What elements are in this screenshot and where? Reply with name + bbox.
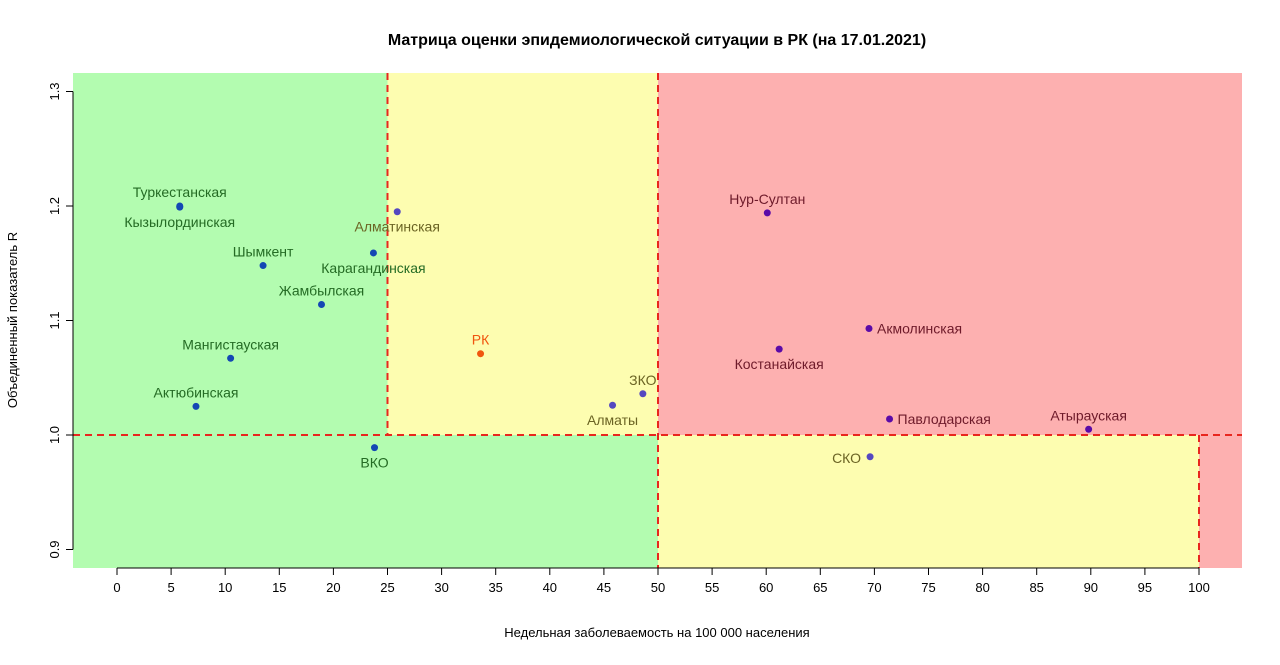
x-tick-label: 60 xyxy=(759,580,773,595)
data-point xyxy=(609,401,617,409)
zone-yellow-top xyxy=(387,73,658,435)
data-point xyxy=(477,350,485,358)
data-point-label: Мангистауская xyxy=(182,336,279,352)
y-tick-label: 1.1 xyxy=(47,311,62,329)
data-point-label: ЗКО xyxy=(629,372,656,388)
zone-green-top xyxy=(73,73,388,435)
data-point-label: Костанайская xyxy=(735,356,824,372)
data-point-label: Карагандинская xyxy=(321,260,425,276)
data-point xyxy=(227,354,235,362)
x-tick-label: 65 xyxy=(813,580,827,595)
data-point xyxy=(866,453,874,461)
zone-green-bottom xyxy=(73,435,658,568)
x-tick-label: 55 xyxy=(705,580,719,595)
zones xyxy=(73,73,1242,568)
data-point xyxy=(865,325,873,333)
x-tick-label: 10 xyxy=(218,580,232,595)
data-point xyxy=(639,390,647,398)
threshold-lines xyxy=(73,73,1242,568)
y-tick-label: 1.3 xyxy=(47,82,62,100)
data-point-label: Алматы xyxy=(587,412,638,428)
data-point xyxy=(886,415,894,423)
x-tick-label: 20 xyxy=(326,580,340,595)
y-axis: 0.9 1.0 1.1 1.2 1.3 xyxy=(47,82,74,559)
x-tick-label: 30 xyxy=(434,580,448,595)
data-point-label: РК xyxy=(472,332,490,348)
data-point-label: Жамбылская xyxy=(279,282,364,298)
y-tick-label: 1.0 xyxy=(47,426,62,444)
data-point xyxy=(176,203,184,211)
data-point-label: Атырауская xyxy=(1050,407,1127,423)
data-point-label: Алматинская xyxy=(355,219,440,235)
y-axis-label: Объединенный показатель R xyxy=(5,232,20,408)
data-point xyxy=(371,444,379,452)
zone-yellow-bottom xyxy=(658,435,1199,568)
x-tick-label: 80 xyxy=(975,580,989,595)
data-point-label: ВКО xyxy=(360,455,388,471)
points: Туркестанская Кызылординская Шымкент Алмати… xyxy=(124,184,1127,471)
y-tick-label: 1.2 xyxy=(47,197,62,215)
chart-title: Матрица оценки эпидемиологической ситуац… xyxy=(388,32,926,49)
x-tick-label: 0 xyxy=(113,580,120,595)
x-tick-label: 25 xyxy=(380,580,394,595)
x-tick-label: 40 xyxy=(543,580,557,595)
x-tick-label: 35 xyxy=(488,580,502,595)
data-point xyxy=(763,209,771,217)
x-tick-label: 100 xyxy=(1188,580,1210,595)
data-point xyxy=(259,262,267,270)
data-point xyxy=(192,402,200,410)
data-point-label: Нур-Султан xyxy=(729,191,805,207)
x-tick-label: 70 xyxy=(867,580,881,595)
zone-red-bottom xyxy=(1199,435,1242,568)
data-point-label: Шымкент xyxy=(233,244,294,260)
x-axis: 0 5 10 15 20 25 30 35 40 45 50 55 60 65 70 75 80 85 90 95 10… xyxy=(113,567,1210,595)
data-point xyxy=(393,208,401,216)
x-tick-label: 50 xyxy=(651,580,665,595)
y-tick-label: 0.9 xyxy=(47,540,62,558)
data-point-label: Кызылординская xyxy=(124,214,235,230)
data-point xyxy=(775,345,783,353)
data-point xyxy=(1085,425,1093,433)
x-tick-label: 5 xyxy=(167,580,174,595)
x-axis-label: Недельная заболеваемость на 100 000 насе… xyxy=(504,625,809,640)
data-point-label: Туркестанская xyxy=(133,184,227,200)
data-point xyxy=(317,300,325,308)
data-point-label: Павлодарская xyxy=(898,411,991,427)
data-point-label: Акмолинская xyxy=(877,321,962,337)
zone-red-top xyxy=(658,73,1242,435)
x-tick-label: 75 xyxy=(921,580,935,595)
x-tick-label: 85 xyxy=(1029,580,1043,595)
data-point-label: Актюбинская xyxy=(154,384,239,400)
x-tick-label: 45 xyxy=(597,580,611,595)
data-point xyxy=(369,249,377,257)
x-tick-label: 90 xyxy=(1084,580,1098,595)
x-tick-label: 95 xyxy=(1138,580,1152,595)
data-point-label: СКО xyxy=(832,450,861,466)
x-tick-label: 15 xyxy=(272,580,286,595)
